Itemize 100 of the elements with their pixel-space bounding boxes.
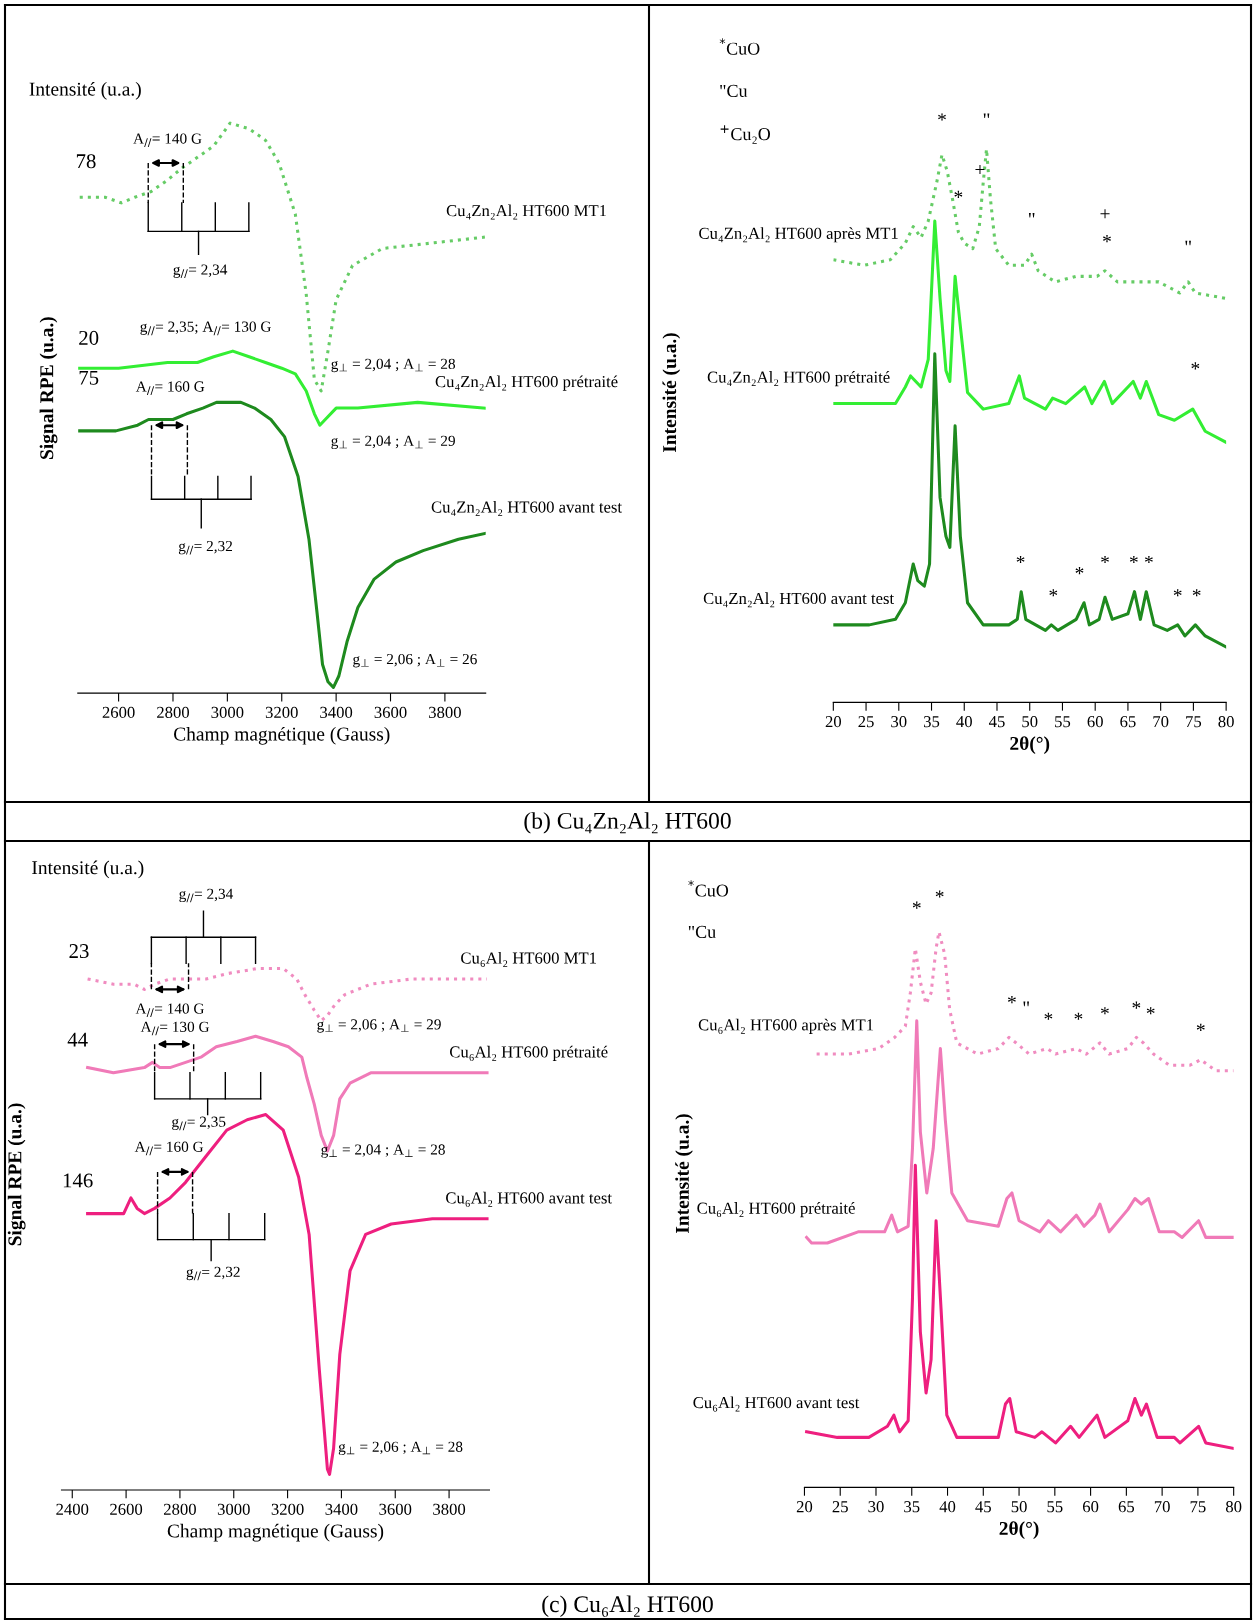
series-label: Cu₄Zn₂Al₂ HT600 après MT1 bbox=[699, 227, 898, 243]
text: * bbox=[935, 890, 944, 898]
annotation: * bbox=[1191, 362, 1200, 370]
series-label: Cu₆Al₂ HT600 prétraité bbox=[449, 1045, 608, 1061]
annotation: " bbox=[1185, 240, 1191, 246]
x-tick-label: 40 bbox=[956, 716, 972, 728]
annotation: g$_{⊥}$ = 2,06 ; A$_{⊥}$ = 29 bbox=[317, 1019, 441, 1033]
series-label: Cu₄Zn₂Al₂ HT600 avant test bbox=[703, 592, 895, 608]
x-tick-label: 45 bbox=[975, 1501, 991, 1513]
annotation: * bbox=[1173, 589, 1182, 597]
x-tick-label: 35 bbox=[923, 716, 940, 728]
text: $^{+}$Cu₂O bbox=[720, 125, 771, 144]
annotation: A$_{//}$= 160 G bbox=[134, 1141, 204, 1156]
series-label: Cu₄Zn₂Al₂ HT600 prétraité bbox=[435, 375, 618, 391]
text: Intensité (u.a.) bbox=[29, 82, 141, 100]
annotation: * bbox=[1044, 1012, 1053, 1020]
annotation: 44 bbox=[67, 1032, 88, 1047]
text: (b) Cu₄Zn₂Al₂ HT600 bbox=[524, 812, 731, 834]
annotation: * bbox=[1192, 589, 1201, 597]
text: $^{*}$CuO bbox=[719, 38, 760, 55]
x-axis-title: Champ magnétique (Gauss) bbox=[167, 1523, 384, 1542]
text: 23 bbox=[69, 944, 89, 959]
x-tick-label: 20 bbox=[796, 1501, 813, 1513]
x-tick-label: 2600 bbox=[102, 706, 135, 718]
annotation: 78 bbox=[76, 154, 96, 169]
x-tick-label: 75 bbox=[1190, 1501, 1206, 1513]
annotation: g$_{⊥}$ = 2,04 ; A$_{⊥}$ = 29 bbox=[331, 435, 455, 450]
annotation: g$_{⊥}$ = 2,06 ; A$_{⊥}$ = 28 bbox=[338, 1441, 463, 1456]
x-tick-label: 25 bbox=[832, 1501, 848, 1513]
annotation: g$_{//}$= 2,35; A$_{//}$= 130 G bbox=[140, 321, 271, 336]
x-axis-title: Champ magnétique (Gauss) bbox=[174, 726, 390, 745]
x-tick-label: 25 bbox=[858, 716, 874, 728]
x-tick-label: 65 bbox=[1118, 1501, 1135, 1513]
x-tick-label: 2600 bbox=[110, 1503, 143, 1515]
y-axis-title: Signal RPE (u.a.) bbox=[39, 317, 58, 459]
x-axis-title: 2θ(°) bbox=[999, 1521, 1039, 1539]
x-tick-label: 3000 bbox=[211, 706, 244, 718]
x-tick-label: 3400 bbox=[320, 706, 353, 718]
x-tick-label: 3200 bbox=[271, 1503, 304, 1515]
y-axis-title: Intensité (u.a.) bbox=[675, 1114, 693, 1234]
text: "Cu bbox=[720, 84, 748, 97]
x-tick-label: 70 bbox=[1153, 716, 1169, 728]
x-axis-title: 2θ(°) bbox=[1010, 736, 1050, 754]
x-tick-label: 3800 bbox=[429, 706, 461, 718]
series-label: Cu₆Al₂ HT600 après MT1 bbox=[698, 1018, 874, 1034]
annotation: * bbox=[1049, 589, 1058, 597]
series-label: Cu₆Al₂ HT600 MT1 bbox=[461, 951, 597, 967]
annotation: " bbox=[1023, 1001, 1029, 1007]
x-tick-label: 60 bbox=[1082, 1501, 1099, 1513]
annotation: g$_{⊥}$ = 2,06 ; A$_{⊥}$ = 26 bbox=[353, 653, 477, 668]
series-label: Cu₆Al₂ HT600 avant test bbox=[446, 1191, 612, 1207]
annotation: g$_{//}$= 2,32 bbox=[178, 540, 232, 555]
annotation: A$_{//}$= 160 G bbox=[135, 381, 205, 395]
annotation: * bbox=[1101, 555, 1109, 564]
annotation: * bbox=[1146, 1007, 1155, 1015]
x-tick-label: 80 bbox=[1225, 1501, 1242, 1513]
y-axis-title: Intensité (u.a.) bbox=[662, 333, 681, 453]
x-tick-label: 2400 bbox=[56, 1503, 89, 1515]
x-tick-label: 70 bbox=[1154, 1501, 1170, 1513]
text: (c) Cu₆Al₂ HT600 bbox=[542, 1595, 713, 1617]
text: $^{*}$CuO bbox=[688, 880, 729, 897]
annotation: * bbox=[1144, 555, 1153, 564]
series-label: Cu₆Al₂ HT600 prétraité bbox=[697, 1202, 855, 1218]
annotation: 146 bbox=[63, 1173, 93, 1188]
annotation: * bbox=[1016, 555, 1025, 564]
annotation: " bbox=[1028, 212, 1035, 218]
x-tick-label: 30 bbox=[891, 716, 907, 728]
annotation: + bbox=[975, 164, 985, 174]
text: * bbox=[912, 901, 921, 909]
annotation: * bbox=[954, 190, 963, 198]
text: "Cu bbox=[688, 925, 716, 938]
annotation: A$_{//}$= 140 G bbox=[133, 133, 202, 148]
annotation: * bbox=[1129, 555, 1138, 564]
text: " bbox=[983, 113, 990, 118]
x-tick-label: 60 bbox=[1087, 716, 1103, 728]
x-tick-label: 3600 bbox=[374, 706, 407, 718]
annotation: g$_{⊥}$ = 2,04 ; A$_{⊥}$ = 28 bbox=[321, 1144, 445, 1158]
x-tick-label: 50 bbox=[1011, 1501, 1027, 1513]
y-axis-title: Signal RPE (u.a.) bbox=[7, 1103, 26, 1246]
annotation: * bbox=[1008, 996, 1016, 1004]
annotation: g$_{//}$= 2,32 bbox=[186, 1266, 240, 1281]
series-label: Cu₆Al₂ HT600 avant test bbox=[693, 1396, 860, 1412]
x-tick-label: 2800 bbox=[163, 1503, 196, 1515]
x-tick-label: 75 bbox=[1186, 716, 1202, 728]
annotation: * bbox=[1100, 1007, 1109, 1015]
annotation: * bbox=[1196, 1023, 1205, 1031]
annotation: 20 bbox=[79, 330, 99, 345]
text: g$_{//}$= 2,34 bbox=[179, 888, 234, 903]
x-tick-label: 80 bbox=[1218, 716, 1234, 728]
x-tick-label: 20 bbox=[825, 716, 842, 728]
x-tick-label: 55 bbox=[1055, 716, 1071, 728]
annotation: A$_{//}$= 130 G bbox=[140, 1021, 210, 1036]
annotation: * bbox=[1075, 567, 1084, 575]
x-tick-label: 2800 bbox=[157, 706, 190, 718]
text: Intensité (u.a.) bbox=[32, 860, 144, 879]
annotation: 75 bbox=[79, 370, 99, 385]
annotation: g$_{⊥}$ = 2,04 ; A$_{⊥}$ = 28 bbox=[331, 358, 455, 373]
x-tick-label: 3600 bbox=[379, 1503, 412, 1515]
x-tick-label: 40 bbox=[939, 1501, 956, 1513]
x-tick-label: 45 bbox=[988, 716, 1005, 728]
